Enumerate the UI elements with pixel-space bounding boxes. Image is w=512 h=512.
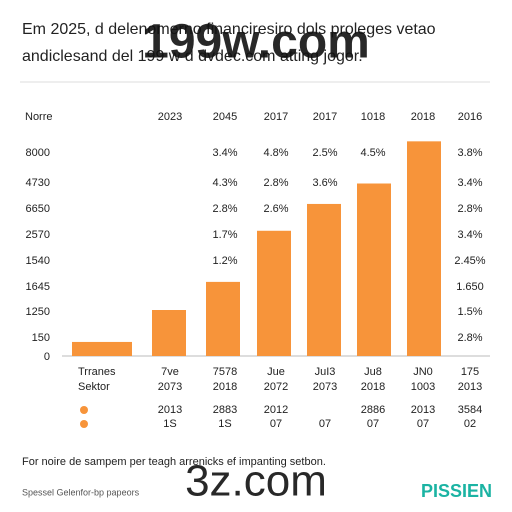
title: Em 2025, d delenomerno financiresiro dol… bbox=[22, 21, 436, 38]
cell: 07 bbox=[417, 418, 429, 430]
cell: 2886 bbox=[361, 404, 385, 416]
cell: 175 bbox=[461, 366, 479, 378]
cell: 2.8% bbox=[263, 177, 288, 189]
watermark: 3z.com bbox=[185, 457, 327, 506]
footer: For noire de sampem per teagh arrenicks … bbox=[22, 456, 326, 468]
cell: 2072 bbox=[264, 381, 288, 393]
header: Norre bbox=[25, 111, 53, 123]
cell: 1.5% bbox=[457, 306, 482, 318]
bar bbox=[206, 281, 240, 356]
row-label: 150 bbox=[32, 332, 50, 344]
cell: 2.5% bbox=[312, 147, 337, 159]
cell: Ju8 bbox=[364, 366, 382, 378]
cell: JuI3 bbox=[315, 366, 336, 378]
cell: 07 bbox=[319, 418, 331, 430]
cell: 2073 bbox=[313, 381, 337, 393]
cell: 2.6% bbox=[263, 203, 288, 215]
cell: 3.6% bbox=[312, 177, 337, 189]
cell: 7578 bbox=[213, 366, 237, 378]
cell: 02 bbox=[464, 418, 476, 430]
row-label: Trranes bbox=[78, 366, 116, 378]
source: Spessel Gelenfor-bp papeors bbox=[22, 487, 140, 497]
cell: 1.2% bbox=[212, 255, 237, 267]
header: 2017 bbox=[313, 111, 337, 123]
cell: 1003 bbox=[411, 381, 435, 393]
cell: 2.45% bbox=[454, 255, 485, 267]
cell: 2012 bbox=[264, 404, 288, 416]
bar bbox=[307, 203, 341, 356]
legend-dot bbox=[80, 420, 88, 428]
bar bbox=[257, 230, 291, 356]
cell: 2018 bbox=[213, 381, 237, 393]
bar bbox=[72, 341, 132, 356]
cell: 2.8% bbox=[457, 203, 482, 215]
cell: Jue bbox=[267, 366, 285, 378]
cell: 07 bbox=[367, 418, 379, 430]
row-label: Sektor bbox=[78, 381, 110, 393]
watermark: 199w.com bbox=[142, 16, 370, 69]
cell: 1.650 bbox=[456, 281, 484, 293]
cell: 2013 bbox=[158, 404, 182, 416]
cell: 3.4% bbox=[212, 147, 237, 159]
cell: 7ve bbox=[161, 366, 179, 378]
cell: 1.7% bbox=[212, 229, 237, 241]
bar bbox=[407, 141, 441, 356]
cell: 2013 bbox=[411, 404, 435, 416]
row-label: 6650 bbox=[26, 203, 50, 215]
title: andiclesand del 199 w d dvdec.com atting… bbox=[22, 48, 363, 65]
cell: 3.8% bbox=[457, 147, 482, 159]
cell: 2018 bbox=[361, 381, 385, 393]
cell: 3584 bbox=[458, 404, 482, 416]
cell: 2.8% bbox=[457, 332, 482, 344]
bar bbox=[357, 183, 391, 356]
cell: 2883 bbox=[213, 404, 237, 416]
cell: 4.5% bbox=[360, 147, 385, 159]
cell: 2073 bbox=[158, 381, 182, 393]
cell: JN0 bbox=[413, 366, 433, 378]
header: 2017 bbox=[264, 111, 288, 123]
cell: 2013 bbox=[458, 381, 482, 393]
row-label: 8000 bbox=[26, 147, 50, 159]
header: 2023 bbox=[158, 111, 182, 123]
cell: 3.4% bbox=[457, 229, 482, 241]
cell: 07 bbox=[270, 418, 282, 430]
cell: 2.8% bbox=[212, 203, 237, 215]
header: 2018 bbox=[411, 111, 435, 123]
row-label: 0 bbox=[44, 351, 50, 363]
cell: 3.4% bbox=[457, 177, 482, 189]
row-label: 1540 bbox=[26, 255, 50, 267]
cell: 1S bbox=[163, 418, 176, 430]
cell: 4.3% bbox=[212, 177, 237, 189]
row-label: 1645 bbox=[26, 281, 50, 293]
legend-dot bbox=[80, 406, 88, 414]
cell: 1S bbox=[218, 418, 231, 430]
header: 2016 bbox=[458, 111, 482, 123]
brand: PISSIEN bbox=[421, 481, 492, 501]
row-label: 2570 bbox=[26, 229, 50, 241]
row-label: 4730 bbox=[26, 177, 50, 189]
bar bbox=[152, 310, 186, 356]
cell: 4.8% bbox=[263, 147, 288, 159]
header: 2045 bbox=[213, 111, 237, 123]
row-label: 1250 bbox=[26, 306, 50, 318]
header: 1018 bbox=[361, 111, 385, 123]
